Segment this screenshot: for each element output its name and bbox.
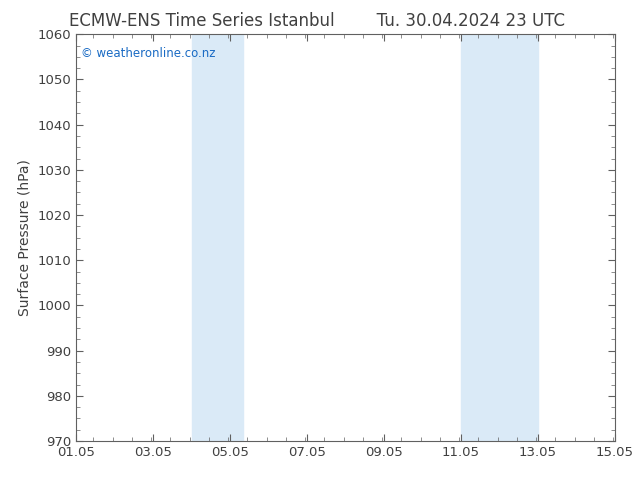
Bar: [191, 34, 217, 441]
Y-axis label: Surface Pressure (hPa): Surface Pressure (hPa): [18, 159, 32, 316]
Text: ECMW-ENS Time Series Istanbul        Tu. 30.04.2024 23 UTC: ECMW-ENS Time Series Istanbul Tu. 30.04.…: [69, 12, 565, 30]
Bar: [217, 34, 243, 441]
Bar: [461, 34, 500, 441]
Bar: [500, 34, 538, 441]
Text: © weatheronline.co.nz: © weatheronline.co.nz: [81, 47, 216, 59]
